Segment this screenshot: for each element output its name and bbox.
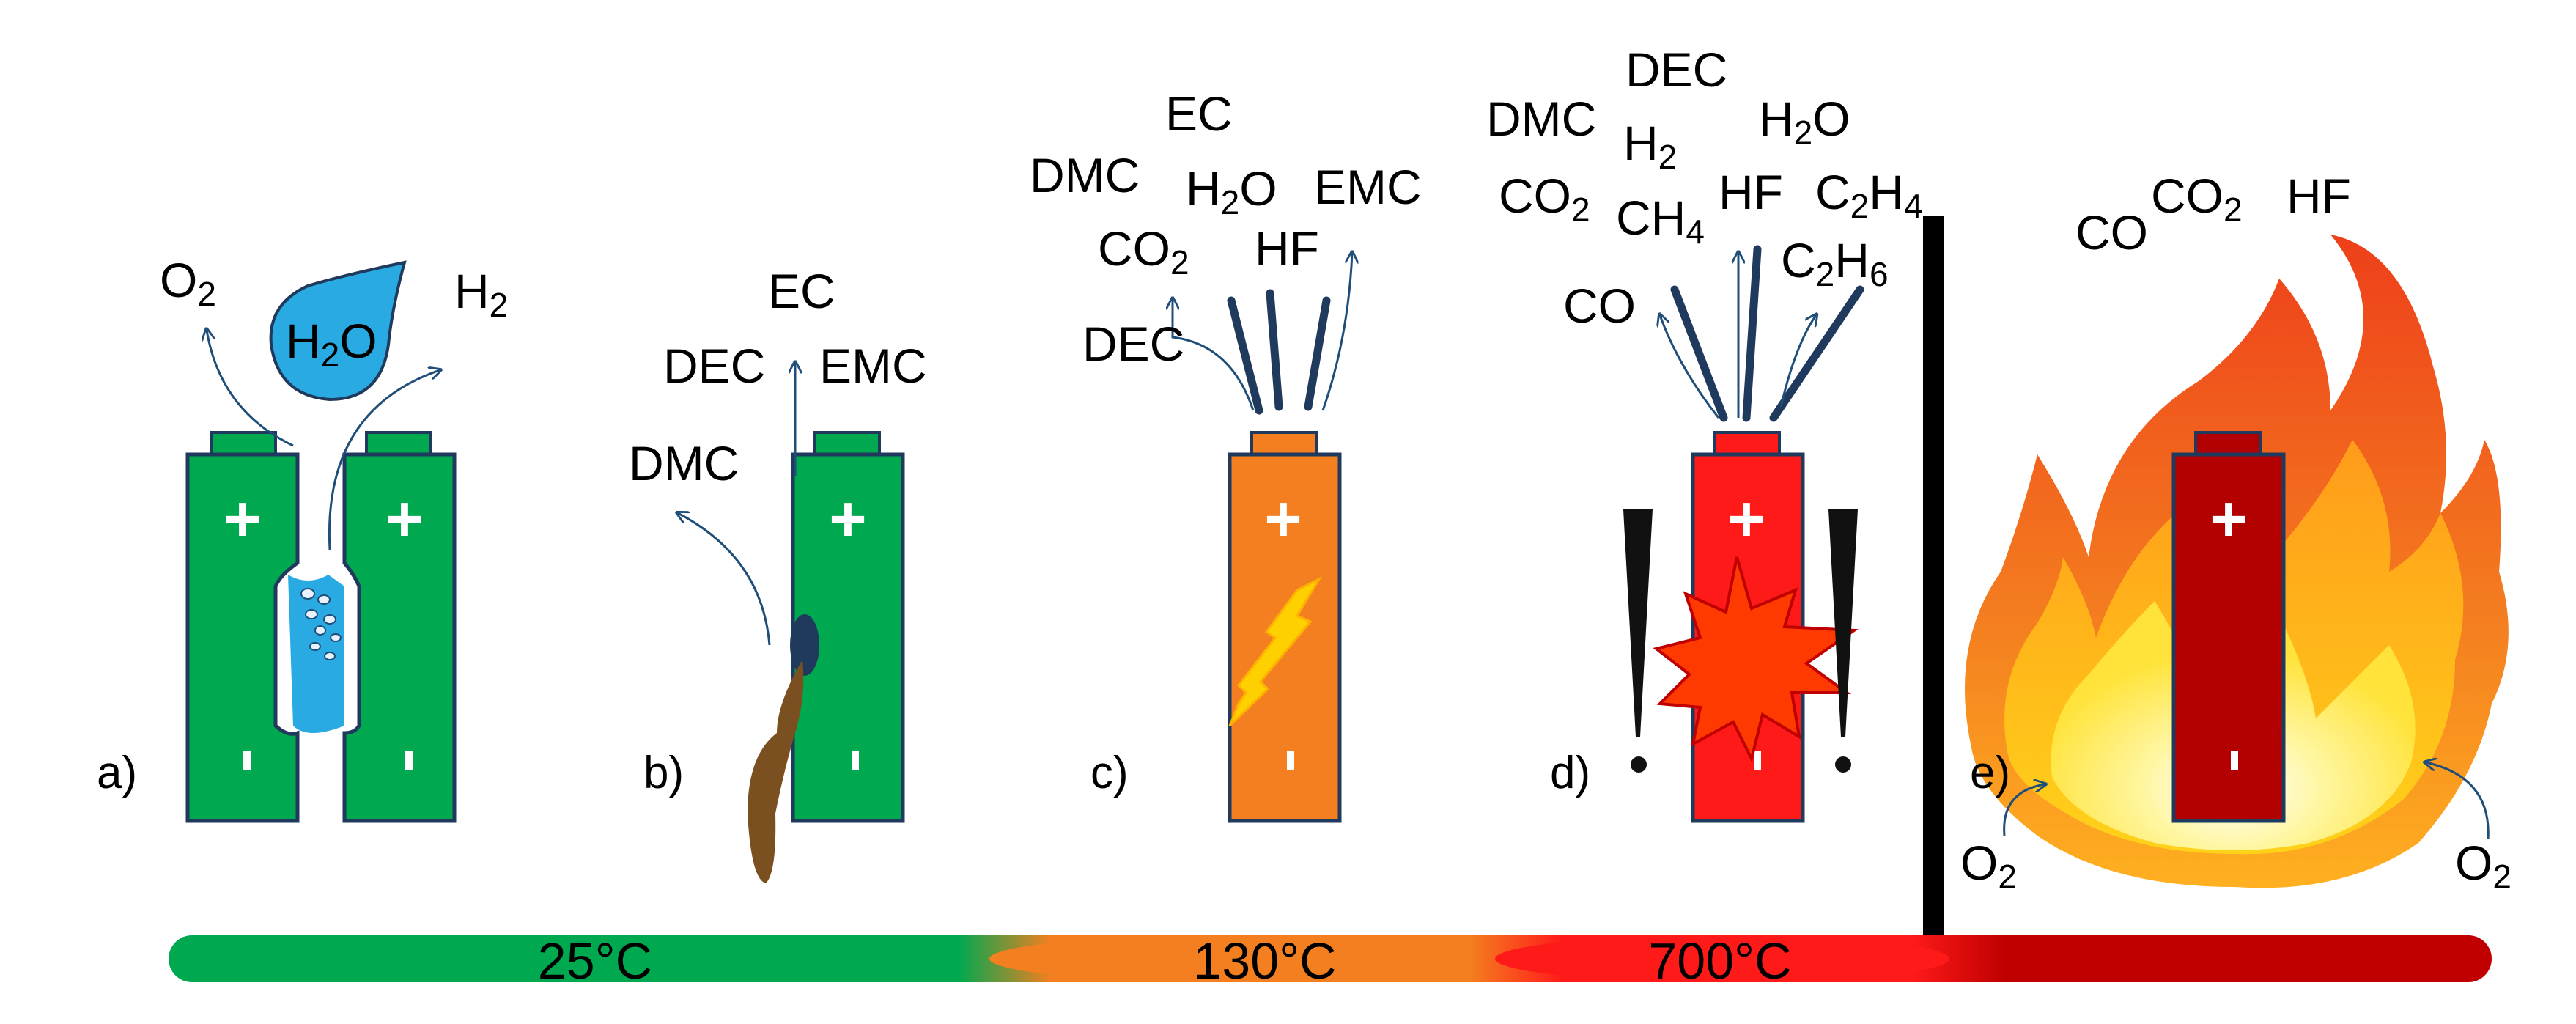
gas-ch4-label: CH4 (1616, 191, 1705, 251)
water-label: H2O (286, 314, 377, 374)
panel-label-a: a) (97, 748, 137, 798)
gas-co2-label: CO2 (1499, 169, 1590, 229)
gas-co-label: CO (1563, 279, 1636, 333)
temperature-label-130: 130°C (1193, 932, 1336, 990)
gas-h2o-label: H2O (1759, 92, 1850, 152)
panel-b: + EC DEC EMC DMC b) (629, 264, 927, 883)
gas-dmc-label: DMC (629, 436, 739, 490)
gas-o2-label: O2 (160, 253, 216, 313)
panel-label-d: d) (1550, 748, 1590, 798)
gas-h2-label: H2 (1623, 116, 1677, 176)
arrow-dmc (678, 513, 771, 646)
gas-co-label: CO (2075, 205, 2148, 259)
exclamation-icon (1828, 509, 1858, 737)
gas-ec-label: EC (1165, 86, 1233, 141)
panel-label-e: e) (1970, 748, 2010, 798)
minus-sign (243, 751, 251, 770)
vent-lines (1227, 289, 1331, 415)
water-leak-channel (288, 575, 344, 733)
battery-a-right: + (342, 431, 457, 823)
gas-dmc-label: DMC (1030, 148, 1140, 202)
gas-hf-label: HF (2287, 169, 2351, 223)
minus-sign (1754, 751, 1761, 770)
gas-hf-label: HF (1719, 165, 1783, 219)
panel-label-c: c) (1090, 748, 1129, 798)
bubbles (300, 588, 342, 660)
arrow-o2-left (2003, 784, 2045, 836)
divider-line (1923, 216, 1944, 949)
gas-dec-label: DEC (1625, 43, 1727, 97)
gas-emc-label: EMC (819, 339, 927, 393)
exclamation-icon (1623, 509, 1653, 737)
temperature-label-700: 700°C (1648, 932, 1791, 990)
temperature-label-25: 25°C (538, 932, 652, 990)
panel-d: + DEC DMC H2 H2O CO2 CH4 HF (1486, 43, 1923, 823)
electrolyte-leak (748, 660, 804, 883)
arrow-o2 (207, 330, 294, 447)
gas-c2h6-label: C2H6 (1781, 233, 1889, 293)
explosion-icon (1653, 556, 1859, 763)
vent-lines (1670, 245, 1864, 422)
minus-sign (405, 751, 413, 770)
plus-sign: + (224, 482, 261, 555)
gas-co2-label: CO2 (2151, 169, 2243, 229)
plus-sign: + (1264, 482, 1302, 555)
panel-a: + + H2O O2 H2 a) (97, 253, 508, 823)
minus-sign (852, 751, 859, 770)
arrow-c2h6 (1779, 315, 1816, 408)
battery-a-left: + (185, 431, 300, 823)
temperature-bar: 25°C 130°C 700°C (169, 932, 2492, 990)
battery-e: + (2171, 431, 2286, 823)
gas-dec-label: DEC (1082, 317, 1184, 371)
panel-label-b: b) (643, 748, 684, 798)
exclamation-icon (1631, 756, 1647, 773)
arrow-h2 (328, 370, 440, 550)
minus-sign (1287, 751, 1294, 770)
panel-c: + EC DMC H2O EMC CO2 HF DEC c) (1030, 86, 1422, 823)
gas-hf-label: HF (1255, 221, 1319, 276)
leak-hole (790, 614, 819, 676)
gas-dmc-label: DMC (1486, 92, 1596, 146)
gas-c2h4-label: C2H4 (1815, 165, 1923, 225)
panel-e: + CO CO2 HF O2 O2 e) (1960, 169, 2512, 896)
arrow-dec (1173, 299, 1255, 411)
water-drop-icon (269, 260, 407, 402)
gas-emc-label: EMC (1314, 160, 1422, 214)
battery-b: + (791, 431, 905, 823)
minus-sign (2231, 751, 2238, 770)
gas-co2-label: CO2 (1098, 221, 1189, 281)
plus-sign: + (2210, 482, 2247, 555)
plus-sign: + (385, 482, 423, 555)
exclamation-icon (1835, 756, 1851, 773)
oxygen-right-label: O2 (2455, 836, 2512, 896)
crack-spark (1228, 576, 1322, 727)
gas-ec-label: EC (768, 264, 835, 318)
plus-sign: + (1727, 482, 1765, 555)
gas-h2-label: H2 (454, 264, 508, 324)
arrow-co (1660, 315, 1720, 419)
arrow-emc (1321, 253, 1352, 411)
gas-h2o-label: H2O (1186, 161, 1277, 221)
arrow-o2-right (2426, 762, 2490, 840)
gas-dec-label: DEC (663, 339, 765, 393)
plus-sign: + (829, 482, 866, 555)
oxygen-left-label: O2 (1960, 836, 2017, 896)
